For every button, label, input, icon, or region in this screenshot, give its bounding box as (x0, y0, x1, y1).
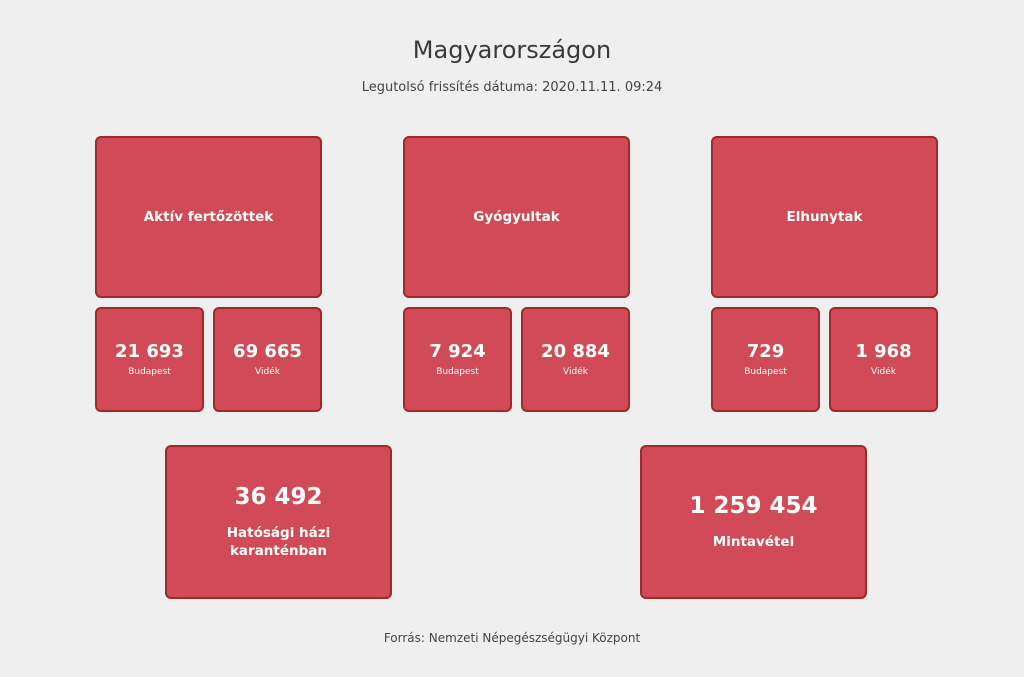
active-infected-videk-label: Vidék (255, 366, 280, 377)
recovered-label: Gyógyultak (473, 209, 560, 225)
deceased-videk-value: 1 968 (855, 341, 912, 363)
sampling-card: 1 259 454 Mintavétel (640, 445, 867, 599)
deceased-budapest-label: Budapest (744, 366, 787, 377)
deceased-budapest-value: 729 (746, 341, 785, 363)
recovered-budapest-label: Budapest (436, 366, 479, 377)
active-infected-label: Aktív fertőzöttek (143, 209, 274, 225)
deceased-budapest-card: 729 Budapest (711, 307, 820, 412)
recovered-budapest-value: 7 924 (429, 341, 486, 363)
deceased-videk-card: 1 968 Vidék (829, 307, 938, 412)
recovered-videk-value: 20 884 (541, 341, 610, 363)
deceased-card: Elhunytak (711, 136, 938, 298)
deceased-label: Elhunytak (786, 209, 863, 225)
page-title: Magyarországon (412, 36, 612, 64)
sampling-value: 1 259 454 (689, 492, 818, 519)
recovered-budapest-card: 7 924 Budapest (403, 307, 512, 412)
active-infected-budapest-card: 21 693 Budapest (95, 307, 204, 412)
sampling-label: Mintavétel (712, 533, 795, 550)
active-infected-card: Aktív fertőzöttek (95, 136, 322, 298)
recovered-videk-label: Vidék (563, 366, 588, 377)
recovered-card: Gyógyultak (403, 136, 630, 298)
quarantine-value: 36 492 (234, 483, 323, 510)
source-text: Forrás: Nemzeti Népegészségügyi Központ (383, 631, 641, 645)
quarantine-card: 36 492 Hatósági házi karanténban (165, 445, 392, 599)
last-update-text: Legutolsó frissítés dátuma: 2020.11.11. … (361, 80, 663, 95)
active-infected-budapest-value: 21 693 (115, 341, 184, 363)
active-infected-videk-value: 69 665 (233, 341, 302, 363)
recovered-videk-card: 20 884 Vidék (521, 307, 630, 412)
active-infected-videk-card: 69 665 Vidék (213, 307, 322, 412)
deceased-videk-label: Vidék (871, 366, 896, 377)
active-infected-budapest-label: Budapest (128, 366, 171, 377)
quarantine-label: Hatósági házi karanténban (226, 524, 331, 559)
